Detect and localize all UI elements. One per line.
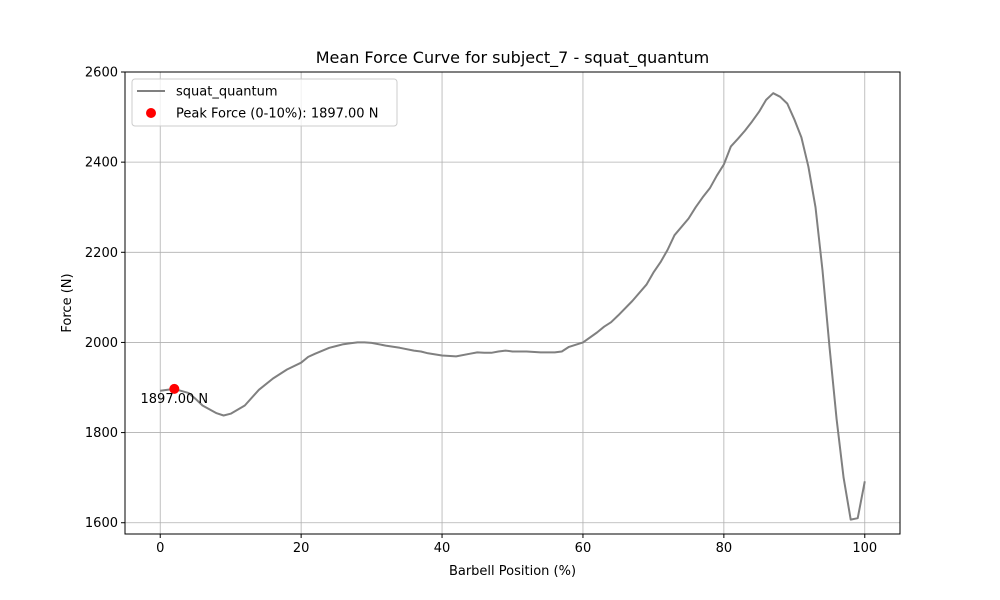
y-tick-label: 2400 [85, 156, 118, 171]
x-tick-label: 80 [716, 541, 733, 556]
legend-peak-marker [146, 108, 156, 118]
y-axis-label: Force (N) [60, 273, 75, 332]
axes-frame [124, 71, 901, 535]
y-tick-label: 2000 [85, 336, 118, 351]
y-tick-label: 1600 [85, 516, 118, 531]
legend-entry-peak: Peak Force (0-10%): 1897.00 N [176, 107, 378, 122]
legend: squat_quantum Peak Force (0-10%): 1897.0… [131, 78, 398, 127]
y-tick-label: 2200 [85, 246, 118, 261]
peak-annotation: 1897.00 N [141, 392, 209, 407]
x-axis-label: Barbell Position (%) [449, 564, 576, 579]
plot-area: 1897.00 N [141, 92, 866, 521]
x-tick-label: 20 [293, 541, 310, 556]
x-tick-label: 40 [434, 541, 451, 556]
x-tick-label: 0 [156, 541, 164, 556]
y-tick-label: 2600 [85, 66, 118, 81]
y-tick-label: 1800 [85, 426, 118, 441]
chart-title: Mean Force Curve for subject_7 - squat_q… [316, 48, 710, 68]
peak-force-marker [169, 383, 180, 394]
x-tick-label: 60 [575, 541, 592, 556]
legend-box [131, 78, 398, 127]
series-line-squat-quantum [160, 92, 866, 521]
grid [125, 71, 900, 534]
legend-entry-series: squat_quantum [176, 85, 278, 100]
x-tick-label: 100 [852, 541, 877, 556]
ticks: 0 20 40 60 80 100 1600 1800 2000 2200 2400 2600 [85, 66, 877, 557]
